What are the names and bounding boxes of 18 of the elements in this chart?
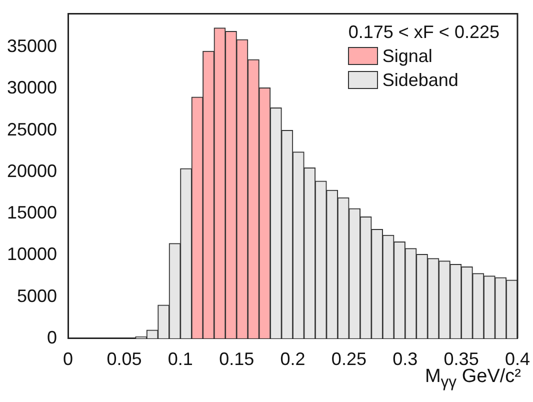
- y-tick-label: 20000: [6, 160, 58, 181]
- y-tick-label: 5000: [17, 286, 58, 306]
- legend-title: 0.175 < xF < 0.225: [348, 20, 500, 44]
- x-tick-label: 0.25: [331, 349, 366, 370]
- legend-label: Signal: [382, 44, 432, 68]
- y-tick-label: 30000: [6, 78, 58, 98]
- legend-label: Sideband: [382, 68, 458, 92]
- x-tick-label: 0.3: [392, 349, 418, 370]
- x-tick-label: 0: [63, 349, 74, 370]
- x-tick-label: 0.05: [106, 349, 142, 370]
- y-tick-label: 25000: [6, 119, 58, 140]
- x-tick-label: 0.1: [168, 349, 193, 370]
- y-tick-label: 35000: [6, 36, 58, 56]
- y-tick-label: 15000: [6, 202, 58, 223]
- x-tick-label: 0.15: [219, 349, 254, 370]
- y-tick-label: 0: [47, 327, 58, 348]
- y-tick-label: 10000: [6, 244, 58, 264]
- x-tick-label: 0.2: [280, 349, 306, 370]
